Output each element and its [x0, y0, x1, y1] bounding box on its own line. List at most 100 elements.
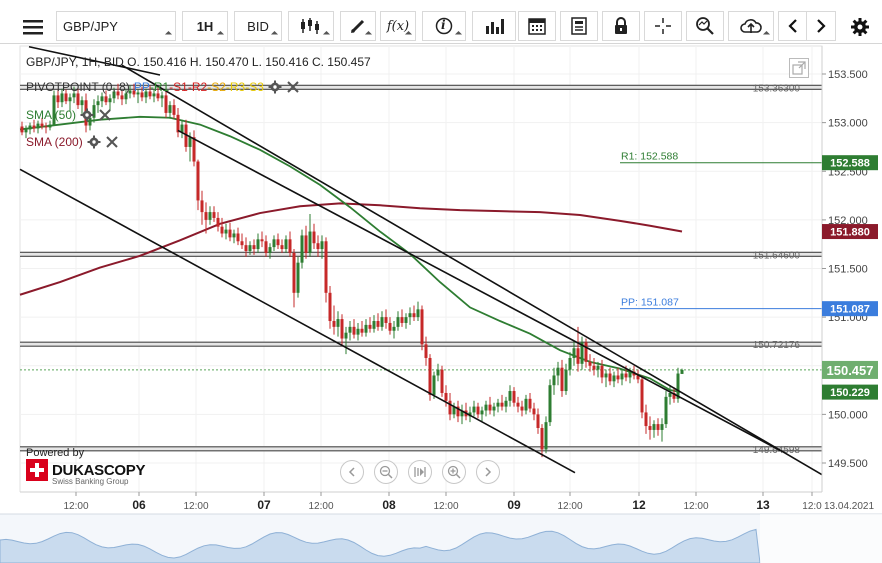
trendline [121, 64, 823, 476]
candle-body [400, 317, 404, 323]
scroll-right-button[interactable] [806, 11, 836, 41]
candle-body [76, 93, 80, 106]
candle-body [520, 406, 524, 411]
chart-type-button[interactable] [288, 11, 334, 41]
candle-body [208, 212, 212, 220]
candle-body [424, 344, 428, 358]
y-tick-label: 150.000 [828, 409, 868, 421]
candle-body [28, 125, 32, 130]
candle-body [376, 321, 380, 327]
candle-body [616, 375, 620, 380]
navigator-strip[interactable] [0, 513, 882, 563]
pivot-settings-icon[interactable] [268, 80, 282, 94]
sma50-close-icon[interactable] [98, 108, 112, 122]
x-tick-label: 12:00 [308, 501, 333, 512]
menu-button[interactable] [16, 12, 50, 42]
sma50-label: SMA (50) [26, 108, 77, 122]
candle-body [532, 408, 536, 415]
studies-button[interactable] [472, 11, 516, 41]
candle-body [468, 412, 472, 417]
candle-body [500, 402, 504, 407]
candle-body [112, 91, 116, 99]
news-button[interactable] [560, 11, 598, 41]
side-value: BID [247, 18, 269, 34]
info-icon [435, 17, 453, 35]
symbol-value: GBP/JPY [63, 18, 118, 34]
candle-body [588, 361, 592, 366]
share-button[interactable] [728, 11, 774, 41]
reset-view-button[interactable] [408, 460, 432, 484]
badge-sma-1: 150.229 [830, 387, 870, 399]
candle-body [160, 95, 164, 99]
candle-body [484, 404, 488, 411]
settings-button[interactable] [846, 12, 874, 42]
indicators-button[interactable]: f(x) [380, 11, 416, 41]
candle-body [88, 117, 92, 126]
x-tick-label: 12:00 [557, 501, 582, 512]
candle-body [556, 367, 560, 376]
candle-body [260, 239, 264, 242]
candle-body [396, 317, 400, 327]
candle-body [60, 93, 64, 103]
info-button[interactable]: i [422, 11, 466, 41]
draw-button[interactable] [340, 11, 376, 41]
candle-body [564, 369, 568, 392]
candle-body [40, 123, 44, 127]
candle-body [592, 365, 596, 370]
scroll-left-button[interactable] [778, 11, 806, 41]
candle-body [448, 400, 452, 415]
calendar-button[interactable] [518, 11, 556, 41]
crosshair-button[interactable] [644, 11, 682, 41]
badge-sma-0-bg [822, 224, 878, 240]
expand-chart-button[interactable] [789, 58, 809, 78]
candle-body [36, 123, 40, 129]
candle-body [404, 317, 408, 323]
candle-body [156, 93, 160, 99]
candle-body [640, 379, 644, 413]
candle-body [212, 212, 216, 218]
lock-button[interactable] [602, 11, 640, 41]
x-tick-label: 06 [132, 498, 146, 512]
candle-body [668, 392, 672, 397]
timeframe-select[interactable]: 1H [182, 11, 228, 41]
sma50-settings-icon[interactable] [80, 108, 94, 122]
pan-right-button[interactable] [476, 460, 500, 484]
badge-sma-0: 151.880 [830, 227, 870, 239]
crosshair-icon [655, 18, 671, 34]
badge-sma-1-bg [822, 384, 878, 400]
candle-body [64, 93, 68, 102]
zoom-in-button[interactable] [442, 460, 466, 484]
side-select[interactable]: BID [234, 11, 282, 41]
candle-body [608, 373, 612, 382]
candle-body [144, 91, 148, 98]
sma200-close-icon[interactable] [105, 135, 119, 149]
candle-body [312, 231, 316, 244]
candle-body [380, 317, 384, 327]
candle-body [488, 404, 492, 411]
menu-icon [23, 20, 43, 35]
zoom-out-button[interactable] [374, 460, 398, 484]
sma200-settings-icon[interactable] [87, 135, 101, 149]
candle-body [496, 402, 500, 407]
candle-body [292, 252, 296, 293]
trendline [177, 129, 781, 452]
chevron-left-icon [787, 19, 797, 33]
zoom-button[interactable] [686, 11, 724, 41]
pan-left-button[interactable] [340, 460, 364, 484]
candle-body [96, 101, 100, 106]
symbol-select[interactable]: GBP/JPY [56, 11, 176, 41]
brand-tagline: Swiss Banking Group [52, 477, 129, 486]
calendar-icon [528, 18, 546, 35]
candle-body [300, 235, 304, 263]
candle-body [540, 427, 544, 450]
sr-label: 149.64598 [753, 445, 801, 456]
candle-body [188, 137, 192, 147]
candle-body [316, 243, 320, 250]
pivot-close-icon[interactable] [286, 80, 300, 94]
candle-body [128, 90, 132, 94]
candle-body [624, 373, 628, 378]
candle-body [552, 375, 556, 386]
zoom-in-icon [447, 465, 461, 479]
x-tick-label: 12:00 [683, 501, 708, 512]
